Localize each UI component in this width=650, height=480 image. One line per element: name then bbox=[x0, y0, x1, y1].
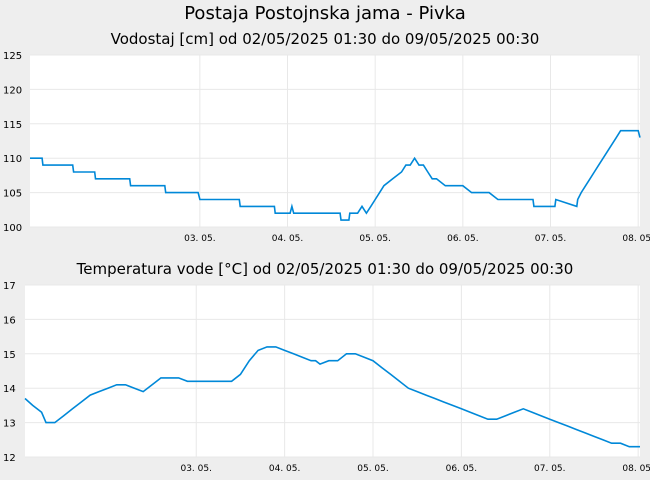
y-tick-label: 16 bbox=[3, 315, 16, 326]
x-tick-label: 07. 05. bbox=[535, 234, 567, 244]
y-tick-label: 110 bbox=[3, 154, 22, 165]
y-tick-label: 14 bbox=[3, 384, 16, 395]
x-tick-label: 08. 05. bbox=[622, 234, 650, 244]
y-tick-label: 12 bbox=[3, 453, 16, 464]
y-tick-label: 125 bbox=[3, 51, 22, 62]
x-tick-label: 07. 05. bbox=[534, 464, 566, 474]
plot-area bbox=[30, 55, 640, 227]
x-tick-label: 06. 05. bbox=[446, 464, 478, 474]
y-tick-label: 15 bbox=[3, 350, 16, 361]
page-title: Postaja Postojnska jama - Pivka bbox=[184, 3, 466, 24]
x-tick-label: 04. 05. bbox=[272, 234, 304, 244]
x-tick-label: 05. 05. bbox=[359, 234, 391, 244]
x-tick-label: 04. 05. bbox=[269, 464, 301, 474]
x-tick-label: 06. 05. bbox=[447, 234, 479, 244]
plot-area bbox=[25, 285, 640, 457]
y-tick-label: 115 bbox=[3, 120, 22, 131]
y-tick-label: 120 bbox=[3, 85, 22, 96]
chart-title-water-level: Vodostaj [cm] od 02/05/2025 01:30 do 09/… bbox=[110, 30, 540, 48]
y-tick-label: 100 bbox=[3, 223, 22, 234]
chart-title-water-temperature: Temperatura vode [°C] od 02/05/2025 01:3… bbox=[76, 260, 574, 278]
y-tick-label: 13 bbox=[3, 419, 16, 430]
series-line bbox=[30, 129, 641, 221]
y-tick-label: 105 bbox=[3, 189, 22, 200]
x-tick-label: 05. 05. bbox=[357, 464, 389, 474]
y-tick-label: 17 bbox=[3, 281, 16, 292]
x-tick-label: 03. 05. bbox=[184, 234, 216, 244]
x-tick-label: 08. 05. bbox=[622, 464, 650, 474]
x-tick-label: 03. 05. bbox=[180, 464, 212, 474]
series-line bbox=[24, 346, 640, 448]
